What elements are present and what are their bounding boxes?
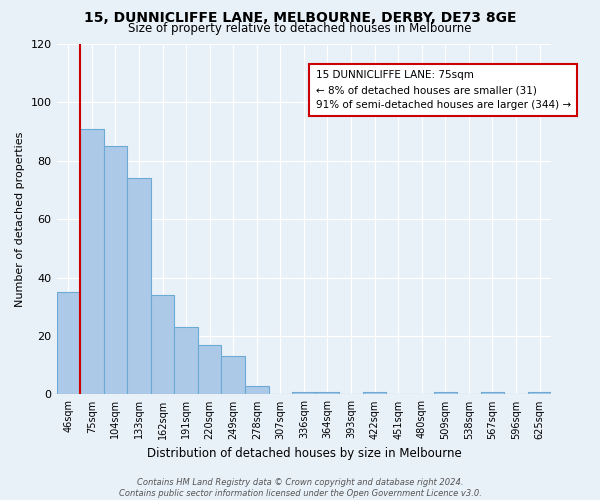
Text: Contains HM Land Registry data © Crown copyright and database right 2024.
Contai: Contains HM Land Registry data © Crown c… — [119, 478, 481, 498]
Y-axis label: Number of detached properties: Number of detached properties — [15, 132, 25, 307]
Bar — [104, 146, 127, 394]
Bar — [245, 386, 269, 394]
Bar — [175, 328, 198, 394]
Text: Size of property relative to detached houses in Melbourne: Size of property relative to detached ho… — [128, 22, 472, 35]
Text: 15 DUNNICLIFFE LANE: 75sqm
← 8% of detached houses are smaller (31)
91% of semi-: 15 DUNNICLIFFE LANE: 75sqm ← 8% of detac… — [316, 70, 571, 110]
Bar — [316, 392, 339, 394]
Bar — [363, 392, 386, 394]
Bar — [151, 295, 175, 394]
Bar — [56, 292, 80, 394]
Bar — [528, 392, 551, 394]
Bar — [434, 392, 457, 394]
Text: 15, DUNNICLIFFE LANE, MELBOURNE, DERBY, DE73 8GE: 15, DUNNICLIFFE LANE, MELBOURNE, DERBY, … — [84, 11, 516, 25]
Bar — [80, 128, 104, 394]
Bar — [292, 392, 316, 394]
Bar — [127, 178, 151, 394]
Bar — [481, 392, 504, 394]
Bar — [198, 345, 221, 395]
X-axis label: Distribution of detached houses by size in Melbourne: Distribution of detached houses by size … — [146, 447, 461, 460]
Bar — [221, 356, 245, 395]
